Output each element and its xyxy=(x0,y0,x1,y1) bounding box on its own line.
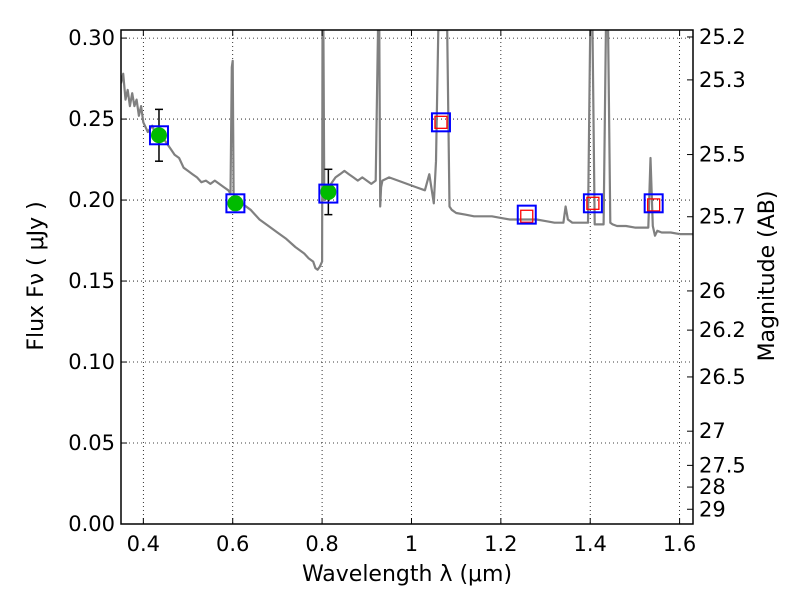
y2-tick-label-7: 27 xyxy=(699,419,726,443)
model-red-square-3 xyxy=(647,198,661,212)
y2-tick-label-0: 25.2 xyxy=(699,25,746,49)
x-axis-label: Wavelength λ (μm) xyxy=(302,562,512,587)
model-spectrum-line xyxy=(121,30,693,271)
x-tick-label-0: 0.4 xyxy=(127,532,160,556)
model-blue-square-3 xyxy=(430,112,451,133)
photometry-markers xyxy=(148,108,664,225)
model-blue-square-5 xyxy=(582,193,603,214)
model-spectrum xyxy=(121,30,693,271)
x-tick-label-6: 1.6 xyxy=(663,532,696,556)
y-axis-left: 0.00 0.05 0.10 0.15 0.20 0.25 0.30 xyxy=(68,26,127,536)
x-tick-label-2: 0.8 xyxy=(305,532,338,556)
y2-tick-label-6: 26.5 xyxy=(699,365,746,389)
y2-tick-label-5: 26.2 xyxy=(699,318,746,342)
observed-point-1 xyxy=(227,195,244,212)
y2-tick-label-1: 25.3 xyxy=(699,68,746,92)
model-red-square-0 xyxy=(434,115,448,129)
y-tick-label-3: 0.15 xyxy=(68,269,115,293)
model-blue-square-1 xyxy=(225,193,246,214)
y-tick-label-1: 0.05 xyxy=(68,431,115,455)
y-tick-label-5: 0.25 xyxy=(68,107,115,131)
y2-tick-label-3: 25.7 xyxy=(699,205,746,229)
model-blue-square-6 xyxy=(643,193,664,214)
y2-axis-label: Magnitude (AB) xyxy=(755,191,780,362)
y2-tick-label-10: 29 xyxy=(699,497,726,521)
plot-frame xyxy=(120,29,694,525)
y-tick-label-6: 0.30 xyxy=(68,26,115,50)
x-tick-label-5: 1.4 xyxy=(574,532,607,556)
plot-area xyxy=(121,30,693,524)
y2-tick-label-4: 26 xyxy=(699,279,726,303)
x-tick-label-1: 0.6 xyxy=(216,532,249,556)
y-tick-label-4: 0.20 xyxy=(68,188,115,212)
model-blue-square-0 xyxy=(148,125,169,146)
model-red-square-2 xyxy=(586,196,600,210)
x-tick-label-4: 1.2 xyxy=(484,532,517,556)
y2-tick-label-9: 28 xyxy=(699,475,726,499)
y-axis-label: Flux Fν ( μJy ) xyxy=(24,201,49,350)
model-red-square-1 xyxy=(520,209,534,223)
y2-tick-label-2: 25.5 xyxy=(699,143,746,167)
model-blue-square-4 xyxy=(516,204,537,225)
y-tick-label-0: 0.00 xyxy=(68,512,115,536)
x-tick-label-3: 1 xyxy=(405,532,418,556)
model-blue-square-2 xyxy=(318,183,339,204)
observed-point-2 xyxy=(320,183,337,200)
y-tick-label-2: 0.10 xyxy=(68,350,115,374)
y2-tick-label-8: 27.5 xyxy=(699,453,746,477)
observed-point-0 xyxy=(150,127,167,144)
x-axis: 0.4 0.6 0.8 1 1.2 1.4 1.6 xyxy=(127,30,696,556)
